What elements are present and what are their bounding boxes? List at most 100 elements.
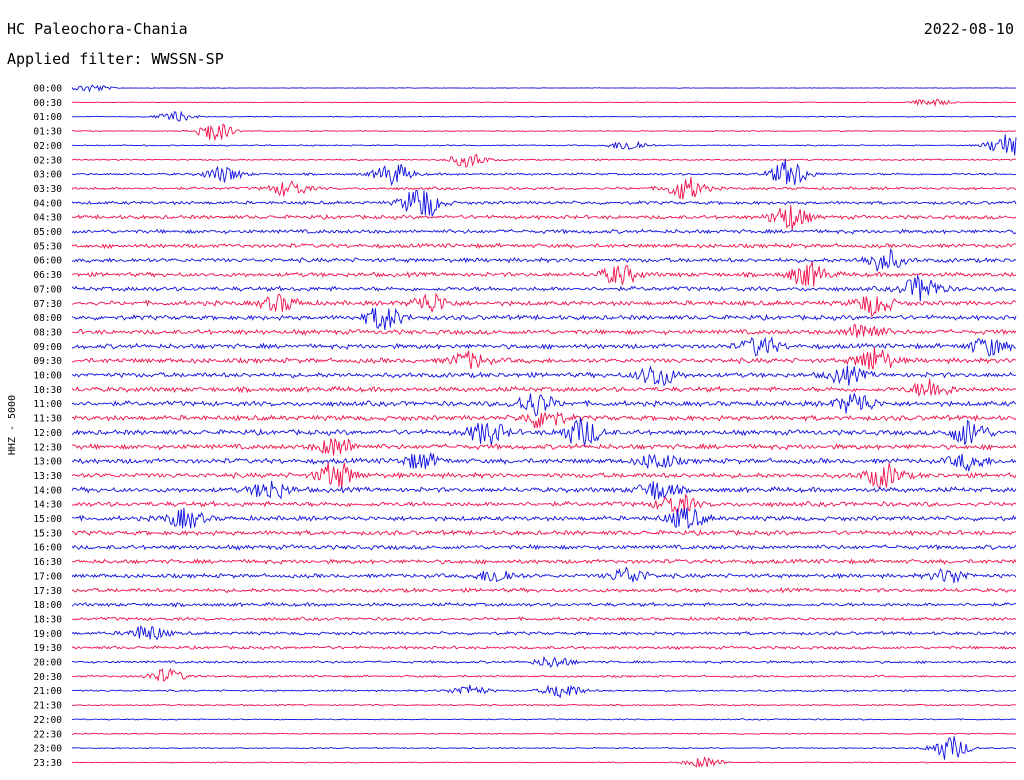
time-label: 04:00 (33, 198, 62, 209)
trace-line (71, 438, 1017, 456)
time-label: 16:00 (33, 543, 62, 554)
trace-line (71, 566, 1017, 584)
trace-line (71, 123, 1017, 142)
trace-line (71, 307, 1017, 331)
trace-line (71, 480, 1017, 500)
trace-line (71, 417, 1017, 447)
trace-line (71, 558, 1017, 565)
time-label: 03:00 (33, 170, 62, 181)
station-title: HC Paleochora-Chania (7, 20, 188, 38)
channel-label: HHZ - 5000 (7, 395, 18, 455)
trace-line (71, 624, 1017, 641)
trace-line (71, 347, 1017, 370)
trace-line (71, 756, 1017, 768)
trace-line (71, 336, 1017, 357)
time-label: 06:30 (33, 270, 62, 281)
time-label: 19:30 (33, 643, 62, 654)
trace-line (71, 159, 1017, 187)
trace-line (71, 587, 1017, 594)
trace-line (71, 228, 1017, 235)
trace-line (72, 732, 1017, 735)
time-label: 01:00 (33, 112, 62, 123)
time-label: 04:30 (33, 213, 62, 224)
time-label: 09:30 (33, 356, 62, 367)
trace-line (71, 153, 1017, 168)
trace-line (71, 242, 1017, 250)
trace-line (71, 493, 1017, 516)
trace-line (71, 134, 1017, 156)
trace-group (71, 84, 1017, 768)
time-label: 19:00 (33, 629, 62, 640)
trace-line (71, 378, 1017, 398)
trace-line (71, 323, 1017, 338)
trace-line (71, 176, 1017, 200)
trace-line (71, 528, 1017, 537)
trace-line (71, 84, 1017, 93)
trace-line (71, 644, 1017, 651)
trace-line (71, 248, 1017, 272)
time-label: 18:00 (33, 600, 62, 611)
trace-line (71, 462, 1017, 490)
time-label: 20:00 (33, 658, 62, 669)
time-label: 15:00 (33, 514, 62, 525)
time-label: 12:30 (33, 442, 62, 453)
trace-line (71, 684, 1017, 699)
time-label: 21:00 (33, 686, 62, 697)
time-label: 13:30 (33, 471, 62, 482)
time-label: 02:30 (33, 155, 62, 166)
trace-line (71, 736, 1017, 760)
time-label: 12:00 (33, 428, 62, 439)
trace-line (71, 392, 1017, 417)
time-label: 08:00 (33, 313, 62, 324)
trace-line (71, 261, 1017, 287)
time-label: 02:00 (33, 141, 62, 152)
time-label: 11:00 (33, 399, 62, 410)
time-label: 05:30 (33, 241, 62, 252)
time-label: 22:30 (33, 729, 62, 740)
time-label: 16:30 (33, 557, 62, 568)
trace-line (71, 703, 1016, 707)
trace-line (71, 98, 1017, 108)
trace-line (71, 667, 1017, 682)
trace-line (71, 601, 1017, 608)
trace-line (71, 205, 1017, 231)
time-label: 07:00 (33, 284, 62, 295)
time-label: 10:00 (33, 371, 62, 382)
time-label: 03:30 (33, 184, 62, 195)
time-label: 08:30 (33, 327, 62, 338)
time-label: 05:00 (33, 227, 62, 238)
time-label: 18:30 (33, 614, 62, 625)
time-label: 07:30 (33, 299, 62, 310)
trace-line (71, 189, 1017, 218)
trace-line (71, 365, 1017, 387)
time-label: 14:30 (33, 500, 62, 511)
trace-line (71, 718, 1016, 721)
time-label: 11:30 (33, 414, 62, 425)
trace-line (71, 544, 1017, 551)
date-label: 2022-08-10 (923, 20, 1014, 38)
time-label: 13:00 (33, 457, 62, 468)
trace-line (71, 274, 1017, 302)
time-label: 14:00 (33, 485, 62, 496)
trace-line (71, 452, 1017, 472)
time-label: 20:30 (33, 672, 62, 683)
time-label: 06:00 (33, 256, 62, 267)
trace-line (71, 616, 1017, 622)
trace-line (71, 411, 1017, 429)
time-label: 23:00 (33, 744, 62, 755)
time-label: 15:30 (33, 528, 62, 539)
time-label: 00:30 (33, 98, 62, 109)
trace-line (71, 292, 1017, 318)
time-label: 17:30 (33, 586, 62, 597)
time-label: 10:30 (33, 385, 62, 396)
time-label: 00:00 (33, 84, 62, 95)
time-label: 17:00 (33, 571, 62, 582)
filter-label: Applied filter: WWSSN-SP (7, 50, 224, 68)
time-label: 22:00 (33, 715, 62, 726)
time-label: 09:00 (33, 342, 62, 353)
time-label-group: 00:00 00:30 01:00 01:30 02:00 02:30 03:00 03:30… (33, 84, 62, 769)
trace-line (71, 110, 1017, 122)
trace-line (72, 507, 1017, 529)
time-label: 21:30 (33, 701, 62, 712)
